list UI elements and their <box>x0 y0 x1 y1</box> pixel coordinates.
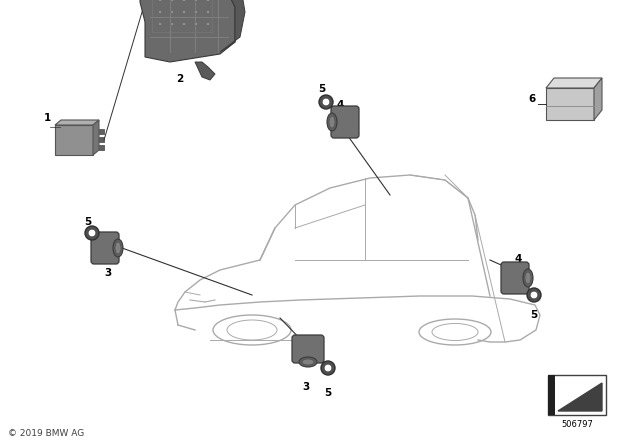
Ellipse shape <box>182 10 186 13</box>
Text: 506797: 506797 <box>561 420 593 429</box>
Text: 4: 4 <box>515 254 522 264</box>
Text: 1: 1 <box>44 113 51 123</box>
Ellipse shape <box>327 113 337 131</box>
FancyBboxPatch shape <box>292 335 324 363</box>
Polygon shape <box>220 0 245 52</box>
Bar <box>99 137 104 142</box>
Polygon shape <box>546 78 602 88</box>
Ellipse shape <box>324 364 332 372</box>
Polygon shape <box>195 62 215 80</box>
Ellipse shape <box>159 10 161 13</box>
Ellipse shape <box>207 0 209 1</box>
Polygon shape <box>93 120 99 155</box>
Ellipse shape <box>329 116 335 128</box>
Ellipse shape <box>159 22 161 26</box>
Text: 2: 2 <box>177 74 184 84</box>
Bar <box>55 125 93 155</box>
Ellipse shape <box>115 242 121 254</box>
Text: 5: 5 <box>84 217 92 227</box>
Polygon shape <box>140 0 235 62</box>
Ellipse shape <box>182 22 186 26</box>
Ellipse shape <box>322 98 330 106</box>
Polygon shape <box>558 383 602 411</box>
Ellipse shape <box>321 361 335 375</box>
Bar <box>548 375 606 415</box>
Ellipse shape <box>88 229 96 237</box>
Bar <box>152 0 212 32</box>
Text: 5: 5 <box>318 84 326 94</box>
Ellipse shape <box>170 22 173 26</box>
Ellipse shape <box>170 0 173 1</box>
Ellipse shape <box>525 272 531 284</box>
Bar <box>548 375 555 415</box>
Text: 6: 6 <box>529 94 536 104</box>
Ellipse shape <box>85 226 99 240</box>
Ellipse shape <box>319 95 333 109</box>
Ellipse shape <box>113 239 123 257</box>
Ellipse shape <box>302 359 314 365</box>
Bar <box>99 145 104 150</box>
Polygon shape <box>594 78 602 120</box>
Ellipse shape <box>207 10 209 13</box>
Ellipse shape <box>195 0 198 1</box>
Text: © 2019 BMW AG: © 2019 BMW AG <box>8 429 84 438</box>
Bar <box>546 88 594 120</box>
Ellipse shape <box>159 0 161 1</box>
Ellipse shape <box>207 22 209 26</box>
Ellipse shape <box>299 357 317 367</box>
Bar <box>99 129 104 134</box>
FancyBboxPatch shape <box>331 106 359 138</box>
Text: 3: 3 <box>104 268 111 278</box>
FancyBboxPatch shape <box>501 262 529 294</box>
Ellipse shape <box>527 288 541 302</box>
Text: 5: 5 <box>324 388 332 398</box>
Ellipse shape <box>530 291 538 299</box>
Ellipse shape <box>523 269 533 287</box>
Text: 3: 3 <box>302 382 310 392</box>
Polygon shape <box>55 120 99 125</box>
Text: 4: 4 <box>336 100 344 110</box>
Ellipse shape <box>170 10 173 13</box>
Ellipse shape <box>195 22 198 26</box>
Text: 5: 5 <box>531 310 538 320</box>
FancyBboxPatch shape <box>91 232 119 264</box>
Ellipse shape <box>195 10 198 13</box>
Ellipse shape <box>182 0 186 1</box>
